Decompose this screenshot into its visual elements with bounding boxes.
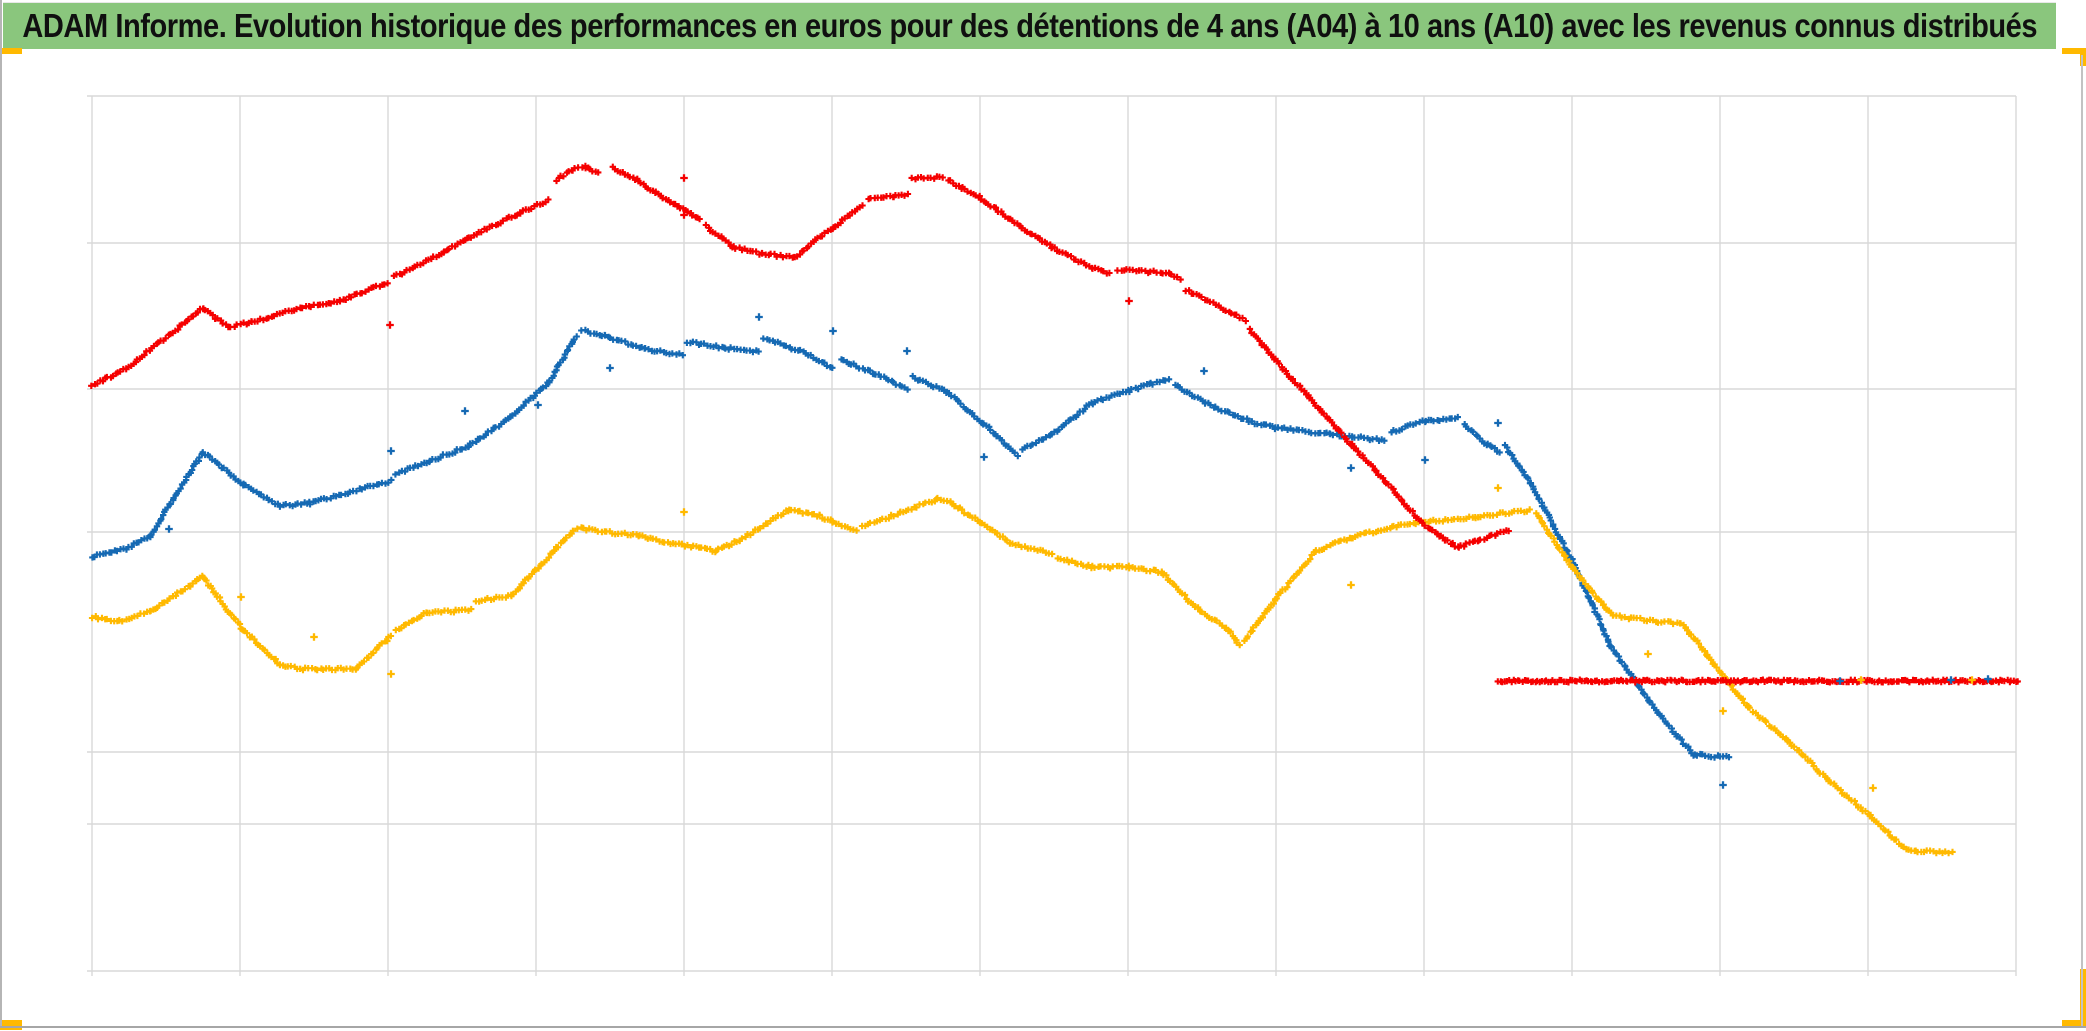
blue-series-stray-markers	[165, 313, 1992, 789]
blue-series-markers	[89, 326, 1733, 761]
selection-handle-bottom-right-foot[interactable]	[2062, 1020, 2086, 1027]
selection-handle-bottom-left[interactable]	[0, 1020, 22, 1030]
selection-handle-top-right[interactable]	[2062, 48, 2086, 54]
window-right-border	[2081, 55, 2083, 1027]
selection-handle-bottom-right[interactable]	[2080, 969, 2086, 1021]
yellow-series-stray-markers	[237, 484, 1976, 792]
chart-title-bar[interactable]: ADAM Informe. Evolution historique des p…	[3, 2, 2056, 49]
selection-handle-top-right-stub[interactable]	[2080, 48, 2086, 66]
window-left-border	[0, 0, 2, 1028]
red-series-markers	[88, 162, 2021, 686]
yellow-series-markers	[88, 494, 1956, 857]
selection-handle-top-left[interactable]	[2, 48, 22, 54]
window-bottom-border	[0, 1026, 2086, 1028]
chart-title: ADAM Informe. Evolution historique des p…	[22, 7, 2037, 44]
red-series-stray-markers	[386, 174, 1133, 329]
chart-gridlines	[87, 95, 2017, 976]
